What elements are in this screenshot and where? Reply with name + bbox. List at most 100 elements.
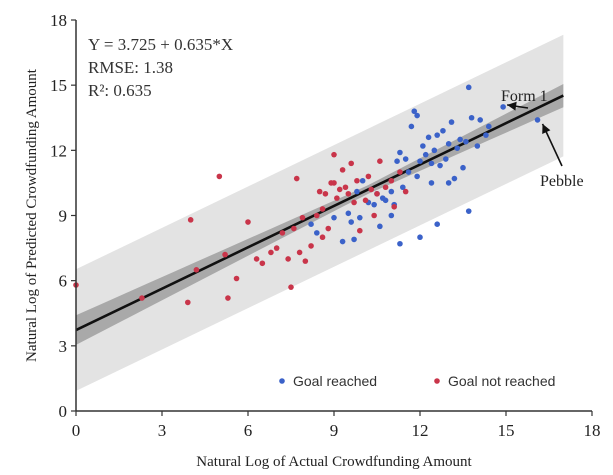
data-point xyxy=(314,212,320,219)
rmse-label: RMSE: 1.38 xyxy=(88,58,173,77)
fit-line-layer xyxy=(75,94,564,332)
y-tick-label: 18 xyxy=(50,11,67,30)
data-point xyxy=(454,145,461,151)
data-point xyxy=(417,158,423,164)
data-point xyxy=(448,119,455,125)
data-point xyxy=(445,180,452,186)
data-point xyxy=(348,219,355,225)
x-axis-title: Natural Log of Actual Crowdfunding Amoun… xyxy=(196,454,472,470)
data-point xyxy=(273,245,280,251)
data-point xyxy=(325,225,332,232)
x-tick-label: 9 xyxy=(330,421,339,440)
y-tick-label: 12 xyxy=(50,141,67,160)
data-point xyxy=(486,123,492,130)
point-labels: Form 1 Pebble xyxy=(501,88,584,190)
legend-marker-goal-reached xyxy=(279,378,285,384)
data-point xyxy=(388,212,395,219)
data-point xyxy=(365,173,372,180)
data-point xyxy=(216,173,223,180)
data-point xyxy=(414,173,420,180)
data-point xyxy=(460,164,466,171)
x-tick-label: 3 xyxy=(158,421,167,440)
point-label-pebble: Pebble xyxy=(540,173,584,190)
data-point xyxy=(428,180,435,186)
point-label-form1: Form 1 xyxy=(501,88,548,105)
data-point xyxy=(308,243,314,249)
data-point xyxy=(293,175,300,182)
data-point xyxy=(351,236,357,243)
data-point xyxy=(299,214,306,221)
data-point xyxy=(362,197,369,204)
data-point xyxy=(354,188,360,195)
data-point xyxy=(440,127,446,134)
data-point xyxy=(465,84,472,91)
data-point xyxy=(316,188,323,195)
y-axis-title: Natural Log of Predicted Crowdfunding Am… xyxy=(24,68,40,362)
data-point xyxy=(388,188,395,195)
data-point xyxy=(139,295,145,301)
legend-marker-goal-not-reached xyxy=(434,378,440,384)
data-point xyxy=(397,240,403,247)
y-tick-label: 6 xyxy=(59,272,68,291)
data-point xyxy=(437,162,443,169)
data-point xyxy=(357,214,363,221)
data-point xyxy=(374,190,380,197)
data-point xyxy=(371,212,377,219)
data-point xyxy=(400,184,406,191)
data-point xyxy=(296,249,303,256)
confidence-band xyxy=(76,83,564,345)
form1-arrow-head xyxy=(507,101,517,111)
data-point xyxy=(397,149,403,156)
data-point xyxy=(245,219,251,225)
data-point xyxy=(319,234,326,241)
data-points xyxy=(73,84,541,306)
y-tick-label: 3 xyxy=(59,337,68,356)
data-point xyxy=(428,160,435,167)
data-point xyxy=(354,177,360,184)
data-point xyxy=(334,195,340,201)
data-point xyxy=(388,177,395,184)
data-point xyxy=(425,134,432,141)
axes xyxy=(71,19,593,416)
data-point xyxy=(308,221,314,227)
data-point xyxy=(351,199,357,206)
data-point xyxy=(322,190,329,197)
data-point xyxy=(285,256,291,262)
data-point xyxy=(457,136,463,143)
data-point xyxy=(359,177,366,184)
data-point xyxy=(331,180,337,186)
x-tick-label: 0 xyxy=(72,421,81,440)
data-point xyxy=(253,256,260,262)
regression-annotation: Y = 3.725 + 0.635*X RMSE: 1.38 R²: 0.635 xyxy=(88,35,233,100)
data-point xyxy=(397,169,403,175)
data-point xyxy=(417,234,423,241)
data-point xyxy=(279,230,286,236)
data-point xyxy=(394,158,400,164)
data-point xyxy=(382,197,389,204)
data-point xyxy=(377,158,383,164)
data-point xyxy=(391,204,398,210)
data-point xyxy=(331,151,337,158)
data-point xyxy=(291,225,297,232)
x-tick-label: 15 xyxy=(498,421,515,440)
data-point xyxy=(339,167,346,173)
data-point xyxy=(463,138,469,145)
x-tick-label: 18 xyxy=(584,421,601,440)
data-point xyxy=(268,249,274,256)
data-point xyxy=(225,295,231,301)
data-point xyxy=(405,169,412,175)
data-point xyxy=(534,117,541,123)
data-point xyxy=(302,258,309,264)
data-point xyxy=(422,151,429,158)
data-point xyxy=(193,267,200,273)
data-point xyxy=(377,223,383,230)
data-point xyxy=(443,156,449,162)
x-tick-label: 6 xyxy=(244,421,253,440)
data-point xyxy=(314,230,320,236)
data-point xyxy=(187,217,194,223)
data-point xyxy=(357,227,363,234)
data-point xyxy=(288,284,294,290)
legend: Goal reached Goal not reached xyxy=(279,373,555,389)
data-point xyxy=(474,143,481,149)
